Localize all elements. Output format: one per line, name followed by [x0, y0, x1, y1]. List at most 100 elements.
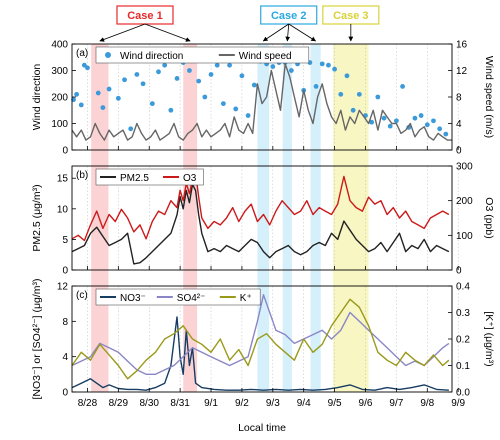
point-wind-direction [196, 78, 202, 84]
x-tick-label: 9/3 [266, 398, 280, 409]
x-tick-label: 8/28 [78, 398, 98, 409]
y-tick-label: 100 [51, 119, 68, 130]
point-wind-direction [313, 84, 319, 89]
y-axis-title: PM2.5 (μg/m³) [31, 184, 43, 251]
point-wind-direction [437, 126, 443, 132]
panel-1: 0 100 200 300 400 0 4 8 12 16 Wind direction Wind s… [31, 40, 495, 157]
panel-2: 0 5 10 15 0 100 200 300 PM2.5 (μg/m³) O3 (ppb) (b)… [31, 162, 495, 277]
point-wind-direction [100, 105, 106, 110]
legend-entry: PM2.5 [120, 173, 149, 184]
point-wind-direction [95, 90, 101, 96]
y-axis-title: Wind direction [31, 64, 43, 131]
point-wind-direction [140, 81, 146, 87]
x-tick-label: 8/31 [170, 398, 190, 409]
y2-axis-title: Wind speed (m/s) [483, 56, 495, 138]
case-highlight-bands [91, 44, 369, 392]
point-wind-direction [122, 77, 127, 83]
y2-axis-title: O3 (ppb) [483, 197, 495, 238]
y2-tick-label: 200 [456, 196, 473, 207]
point-wind-direction [424, 122, 430, 128]
y-tick-label: 15 [57, 174, 69, 185]
y2-tick-label: 4 [456, 119, 462, 130]
x-axis-title: Local time [238, 422, 286, 434]
x-tick-label: 9/6 [359, 398, 373, 409]
point-wind-direction [344, 73, 350, 79]
y-tick-label: 12 [57, 282, 69, 293]
y2-tick-label: 300 [456, 162, 473, 173]
point-wind-direction [85, 65, 90, 71]
point-wind-direction [393, 118, 399, 124]
case-band-2-1 [257, 44, 270, 392]
legend-entry: Wind direction [120, 51, 183, 62]
point-wind-direction [356, 91, 362, 97]
point-wind-direction [319, 61, 325, 67]
point-wind-direction [418, 113, 424, 118]
y-tick-label: 0 [62, 388, 68, 399]
x-tick-label: 9/4 [297, 398, 311, 409]
legend: NO3⁻ SO4²⁻ K⁺ [95, 288, 261, 306]
y-tick-label: 0 [62, 266, 68, 277]
y2-tick-label: 12 [456, 66, 468, 77]
point-wind-direction [338, 91, 344, 97]
y-tick-label: 200 [51, 93, 68, 104]
y2-tick-label: 0.0 [456, 388, 470, 399]
legend-entry: Wind speed [239, 51, 292, 62]
series-line-1-2 [71, 63, 452, 141]
panel-label: (a) [76, 48, 88, 59]
case-arrow-1-1 [99, 23, 146, 42]
point-wind-direction [174, 76, 180, 81]
legend-entry: NO3⁻ [120, 293, 146, 304]
case-label-2: Case 2 [271, 10, 306, 22]
x-tick-label: 9/9 [451, 398, 465, 409]
case-band-2-2 [282, 44, 292, 392]
x-tick-label: 8/29 [109, 398, 129, 409]
point-wind-direction [332, 66, 338, 72]
case-band-3-1 [333, 44, 369, 392]
point-wind-direction [202, 94, 208, 100]
legend-box [95, 288, 261, 306]
y2-tick-label: 100 [456, 231, 473, 242]
case-band-2-3 [310, 44, 321, 392]
legend-entry: K⁺ [240, 293, 252, 304]
y2-axis-title: [K⁺] (μg/m³) [483, 311, 495, 366]
y-tick-label: 400 [51, 40, 68, 51]
legend: PM2.5 O3 [95, 168, 204, 186]
point-wind-direction [245, 113, 251, 118]
point-wind-direction [412, 115, 418, 121]
y-tick-label: 10 [57, 204, 69, 215]
panel-frame [71, 165, 453, 271]
x-tick-label: 9/7 [389, 398, 403, 409]
case-labels: Case 1 Case 2 Case 3 [99, 5, 380, 42]
point-wind-direction [208, 72, 214, 77]
point-wind-direction [156, 69, 161, 75]
series-line-3-3 [71, 298, 450, 380]
point-wind-direction [134, 72, 140, 77]
point-wind-direction [326, 62, 331, 68]
series-line-2-1 [71, 183, 450, 265]
panel-label: (b) [76, 170, 88, 181]
point-wind-direction [369, 119, 375, 125]
point-wind-direction [162, 62, 168, 68]
x-tick-label: 9/2 [235, 398, 249, 409]
point-wind-direction [128, 126, 134, 132]
y-tick-label: 300 [51, 66, 68, 77]
point-wind-direction [149, 101, 155, 107]
point-wind-direction [375, 94, 381, 100]
point-wind-direction [381, 115, 387, 121]
point-wind-direction [74, 91, 80, 97]
x-tick-label: 9/8 [420, 398, 434, 409]
y2-tick-label: 16 [456, 40, 468, 51]
point-wind-direction [220, 101, 226, 107]
legend-box [95, 168, 204, 186]
y2-tick-label: 0 [456, 146, 462, 157]
point-wind-direction [431, 118, 436, 124]
y2-tick-label: 0.2 [456, 335, 470, 346]
case-arrow-2-2 [285, 23, 291, 42]
point-wind-direction [78, 102, 84, 108]
y2-tick-label: 0.4 [456, 282, 470, 293]
panel-label: (c) [76, 290, 88, 301]
x-tick-label: 8/30 [140, 398, 160, 409]
point-wind-direction [239, 73, 245, 79]
